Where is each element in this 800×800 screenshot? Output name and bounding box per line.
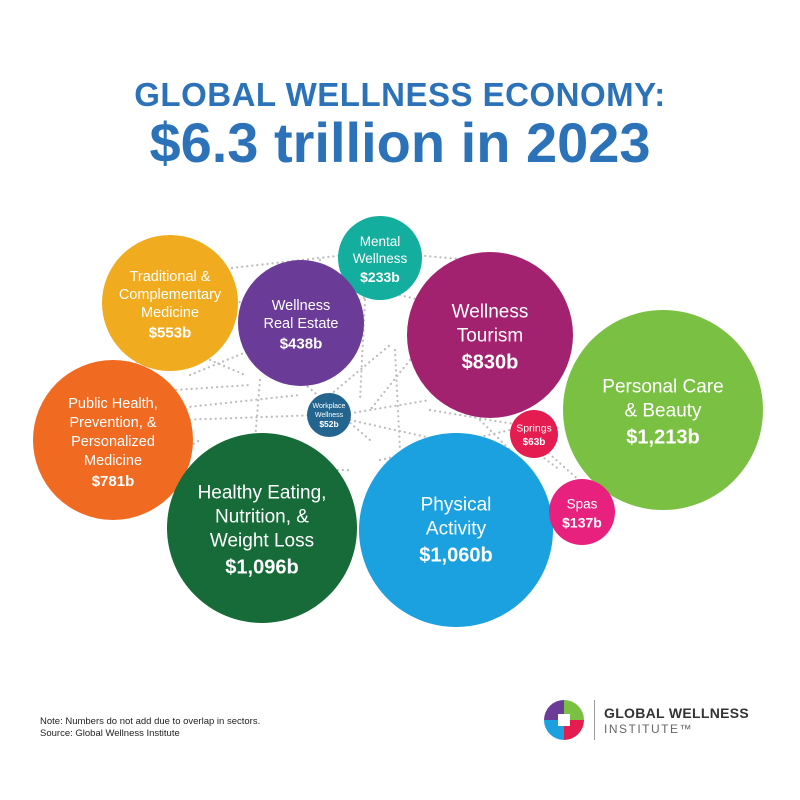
bubble-label: Medicine <box>84 453 142 469</box>
bubbles-group: Traditional & Complementary Medicine $553b M… <box>33 216 763 627</box>
bubble-label: Workplace <box>313 403 346 410</box>
bubble-value: $553b <box>149 324 192 341</box>
logo-subtitle: INSTITUTE™ <box>604 722 693 736</box>
bubble-label: Tourism <box>457 326 524 347</box>
logo-divider <box>594 700 595 740</box>
bubble-label: Medicine <box>141 305 199 321</box>
connector-line <box>158 393 302 412</box>
bubble-circle <box>338 216 422 300</box>
bubble-value: $137b <box>562 514 602 530</box>
bubble-label: Wellness <box>272 298 331 314</box>
connector-line <box>188 328 302 377</box>
bubble-label: Traditional & <box>130 269 211 285</box>
bubble-label: Nutrition, & <box>215 507 309 528</box>
source-note: Source: Global Wellness Institute <box>40 728 180 739</box>
bubble-circle <box>549 479 615 545</box>
bubble-circle <box>167 433 357 623</box>
bubble-label: Complementary <box>119 287 222 303</box>
bubble: Healthy Eating, Nutrition, & Weight Loss $1… <box>167 433 357 623</box>
bubble-value: $52b <box>319 419 338 429</box>
bubble: Traditional & Complementary Medicine $553b <box>102 235 238 371</box>
bubble-label: Spas <box>567 496 598 511</box>
connector-line <box>378 288 422 302</box>
bubble: Workplace Wellness$52b <box>307 393 351 437</box>
title-line-2: $6.3 trillion in 2023 <box>149 111 651 174</box>
bubble-circle <box>238 260 364 386</box>
bubble: Physical Activity $1,060b <box>359 433 553 627</box>
bubble-label: Activity <box>426 519 487 540</box>
bubble-label: Wellness <box>452 302 529 323</box>
bubble-circle <box>563 310 763 510</box>
bubble: Wellness Tourism $830b <box>407 252 573 418</box>
bubble: Wellness Real Estate $438b <box>238 260 364 386</box>
bubble-circle <box>359 433 553 627</box>
bubble-value: $63b <box>523 437 546 448</box>
bubble-label: Wellness <box>353 251 408 266</box>
bubble-circle <box>102 235 238 371</box>
bubble-value: $781b <box>92 473 135 490</box>
bubble-value: $1,060b <box>419 545 492 567</box>
footnote: Note: Numbers do not add due to overlap … <box>40 716 261 727</box>
bubble: Personal Care & Beauty $1,213b <box>563 310 763 510</box>
bubble-label: Healthy Eating, <box>198 483 327 504</box>
connector-line <box>253 378 262 442</box>
bubble-value: $438b <box>280 335 323 352</box>
connector-line <box>178 413 322 422</box>
bubble-circle <box>307 393 351 437</box>
bubble-label: Personal Care <box>602 377 723 398</box>
bubble-label: Wellness <box>315 412 344 419</box>
title-line-1: GLOBAL WELLNESS ECONOMY: <box>134 76 666 113</box>
bubble-circle <box>407 252 573 418</box>
logo-center <box>558 714 570 726</box>
logo-name: GLOBAL WELLNESS <box>604 705 750 721</box>
connector-line <box>393 348 402 452</box>
connector-line <box>348 418 442 442</box>
bubble-value: $830b <box>462 352 519 374</box>
bubble: Spas $137b <box>549 479 615 545</box>
bubble-value: $233b <box>360 269 400 285</box>
bubble-label: Personalized <box>71 434 155 450</box>
bubble-label: Physical <box>421 495 492 516</box>
bubble-label: Public Health, <box>68 396 157 412</box>
bubble-circle <box>33 360 193 520</box>
bubble-value: $1,096b <box>225 557 298 579</box>
connector-line <box>428 408 522 427</box>
bubble-label: Weight Loss <box>210 531 314 552</box>
bubble-value: $1,213b <box>626 427 699 449</box>
bubble: Springs $63b <box>510 410 558 458</box>
connector-line <box>338 398 432 417</box>
bubble: Mental Wellness $233b <box>338 216 422 300</box>
bubble-circle <box>510 410 558 458</box>
bubble: Public Health, Prevention, & Personalized M… <box>33 360 193 520</box>
bubble-label: & Beauty <box>624 401 702 422</box>
bubble-label: Mental <box>360 234 401 249</box>
connector-line <box>478 418 522 462</box>
connector-line <box>208 358 247 377</box>
gwi-logo-icon <box>544 700 584 740</box>
bubble-label: Real Estate <box>264 316 339 332</box>
connector-line <box>368 358 412 412</box>
bubble-label: Springs <box>516 422 552 434</box>
connector-line <box>358 298 367 402</box>
bubble-label: Prevention, & <box>69 415 156 431</box>
